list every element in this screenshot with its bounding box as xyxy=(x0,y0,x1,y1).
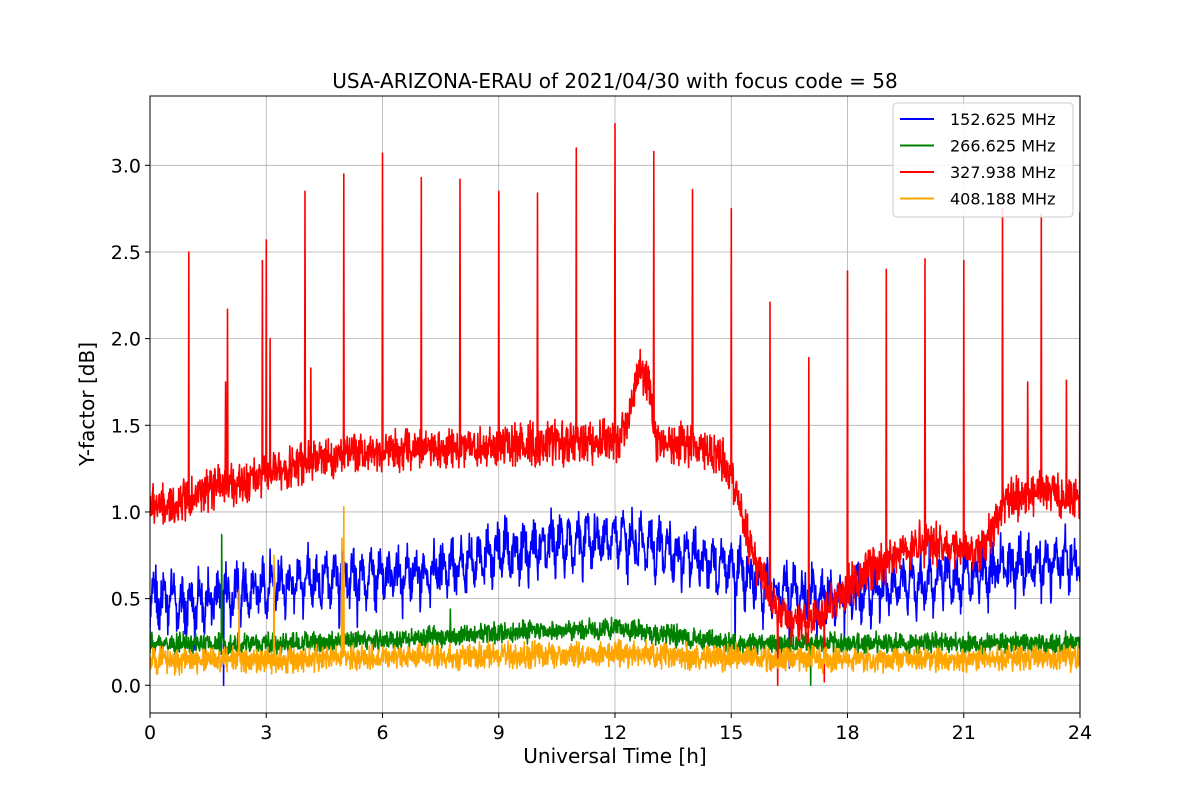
y-tick-label: 1.5 xyxy=(111,415,141,437)
x-tick-label: 18 xyxy=(835,722,859,744)
legend-entry: 152.625 MHz xyxy=(950,110,1055,129)
x-tick-label: 21 xyxy=(952,722,976,744)
x-tick-label: 24 xyxy=(1068,722,1092,744)
y-tick-label: 3.0 xyxy=(111,155,141,177)
series-line-1 xyxy=(150,506,1080,687)
series-line-2 xyxy=(150,533,1080,687)
y-axis: 0.0 0.5 1.0 1.5 2.0 2.5 3.0 xyxy=(111,155,150,697)
legend-box xyxy=(892,102,1074,218)
legend: 152.625 MHz 266.625 MHz 327.938 MHz 408.188… xyxy=(892,102,1074,218)
legend-entry: 266.625 MHz xyxy=(950,137,1055,156)
x-tick-label: 9 xyxy=(493,722,505,744)
x-axis-label: Universal Time [h] xyxy=(523,744,706,768)
x-tick-label: 3 xyxy=(260,722,272,744)
x-tick-label: 0 xyxy=(144,722,156,744)
y-axis-label: Y-factor [dB] xyxy=(75,342,99,467)
x-tick-label: 15 xyxy=(719,722,743,744)
series-line-3 xyxy=(150,122,1080,687)
y-tick-label: 1.0 xyxy=(111,502,141,524)
legend-entry: 327.938 MHz xyxy=(950,163,1055,182)
x-axis: 0 3 6 9 12 15 18 21 24 xyxy=(144,713,1092,744)
chart-title: USA-ARIZONA-ERAU of 2021/04/30 with focu… xyxy=(332,69,897,93)
x-tick-label: 12 xyxy=(603,722,627,744)
y-tick-label: 0.0 xyxy=(111,675,141,697)
y-tick-label: 2.0 xyxy=(111,329,141,351)
y-tick-label: 0.5 xyxy=(111,589,141,611)
x-tick-label: 6 xyxy=(376,722,388,744)
legend-entry: 408.188 MHz xyxy=(950,190,1055,209)
series-line-4 xyxy=(150,506,1080,676)
y-tick-label: 2.5 xyxy=(111,242,141,264)
